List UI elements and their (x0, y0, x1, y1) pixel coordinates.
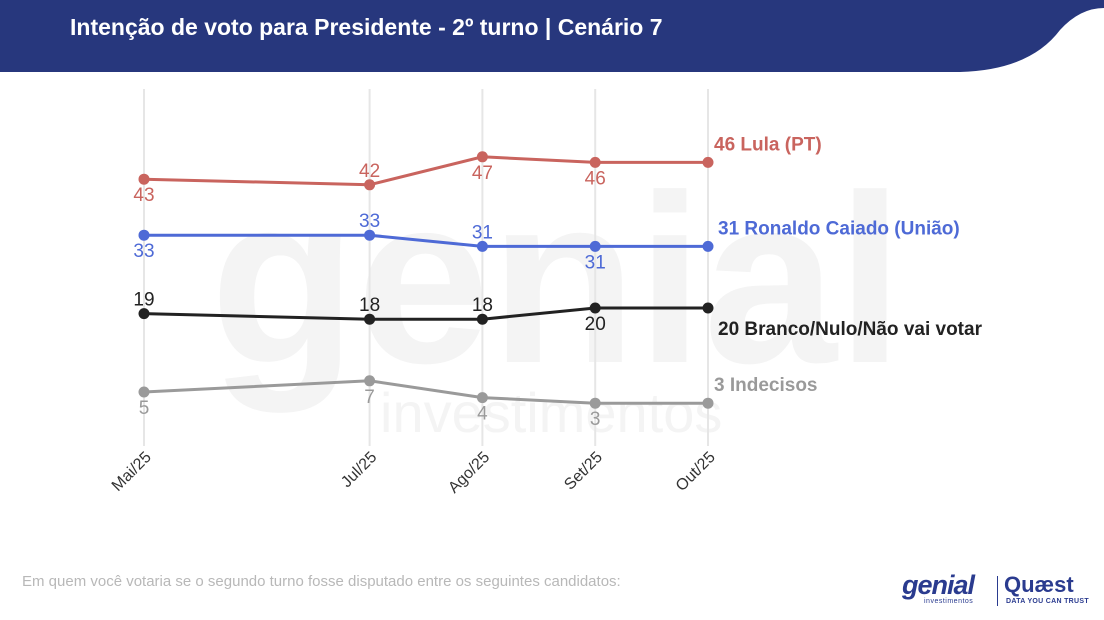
page-title: Intenção de voto para Presidente - 2º tu… (70, 14, 663, 40)
series-end-label: 46 Lula (PT) (714, 134, 822, 155)
data-label: 4 (477, 404, 488, 425)
data-point (364, 313, 376, 325)
data-point (364, 375, 376, 387)
data-label: 31 (585, 252, 606, 273)
data-point (138, 173, 150, 185)
data-point (364, 179, 376, 191)
x-tick-label: Jul/25 (338, 449, 380, 491)
x-tick-label: Out/25 (673, 449, 719, 495)
data-label: 33 (133, 241, 154, 262)
data-label: 19 (133, 290, 154, 311)
data-label: 18 (359, 295, 380, 316)
data-label: 3 (590, 409, 601, 430)
question-footnote: Em quem você votaria se o segundo turno … (22, 573, 621, 590)
genial-logo: genial (902, 570, 975, 600)
data-label: 18 (472, 295, 493, 316)
x-tick-label: Set/25 (561, 449, 606, 494)
series-end-label: 31 Ronaldo Caiado (União) (718, 218, 960, 239)
x-axis-ticks: Mai/25 Jul/25 Ago/25 Set/25 Out/25 (109, 449, 719, 497)
data-point (476, 151, 488, 163)
data-point (138, 229, 150, 241)
x-tick-label: Ago/25 (445, 449, 493, 497)
logo-divider (997, 576, 998, 606)
watermark-text: genial (210, 145, 904, 413)
data-point (589, 397, 601, 409)
data-label: 47 (472, 163, 493, 184)
data-point (589, 302, 601, 314)
data-point (589, 156, 601, 168)
data-label: 46 (585, 168, 606, 189)
genial-logo-sub: investimentos (924, 598, 974, 605)
series-end-label: 3 Indecisos (714, 375, 818, 396)
data-point (702, 397, 714, 409)
data-point (702, 240, 714, 252)
data-label: 7 (364, 387, 375, 408)
header-background (0, 0, 1104, 72)
quaest-logo: Quæst (1004, 572, 1074, 597)
data-label: 5 (139, 398, 150, 419)
data-label: 31 (472, 222, 493, 243)
data-point (702, 302, 714, 314)
data-point (364, 229, 376, 241)
data-label: 20 (585, 314, 606, 335)
data-label: 43 (133, 185, 154, 206)
series-end-label: 20 Branco/Nulo/Não vai votar (718, 319, 983, 340)
data-point (702, 156, 714, 168)
header-bar: Intenção de voto para Presidente - 2º tu… (0, 0, 1104, 72)
data-point (589, 240, 601, 252)
data-point (138, 386, 150, 398)
x-tick-label: Mai/25 (109, 449, 155, 495)
data-label: 33 (359, 211, 380, 232)
data-point (138, 308, 150, 320)
data-point (476, 392, 488, 404)
quaest-logo-sub: DATA YOU CAN TRUST (1006, 598, 1089, 605)
brand-logos: genial investimentos Quæst DATA YOU CAN … (900, 570, 1096, 612)
data-point (476, 240, 488, 252)
data-label: 42 (359, 161, 380, 182)
data-point (476, 313, 488, 325)
